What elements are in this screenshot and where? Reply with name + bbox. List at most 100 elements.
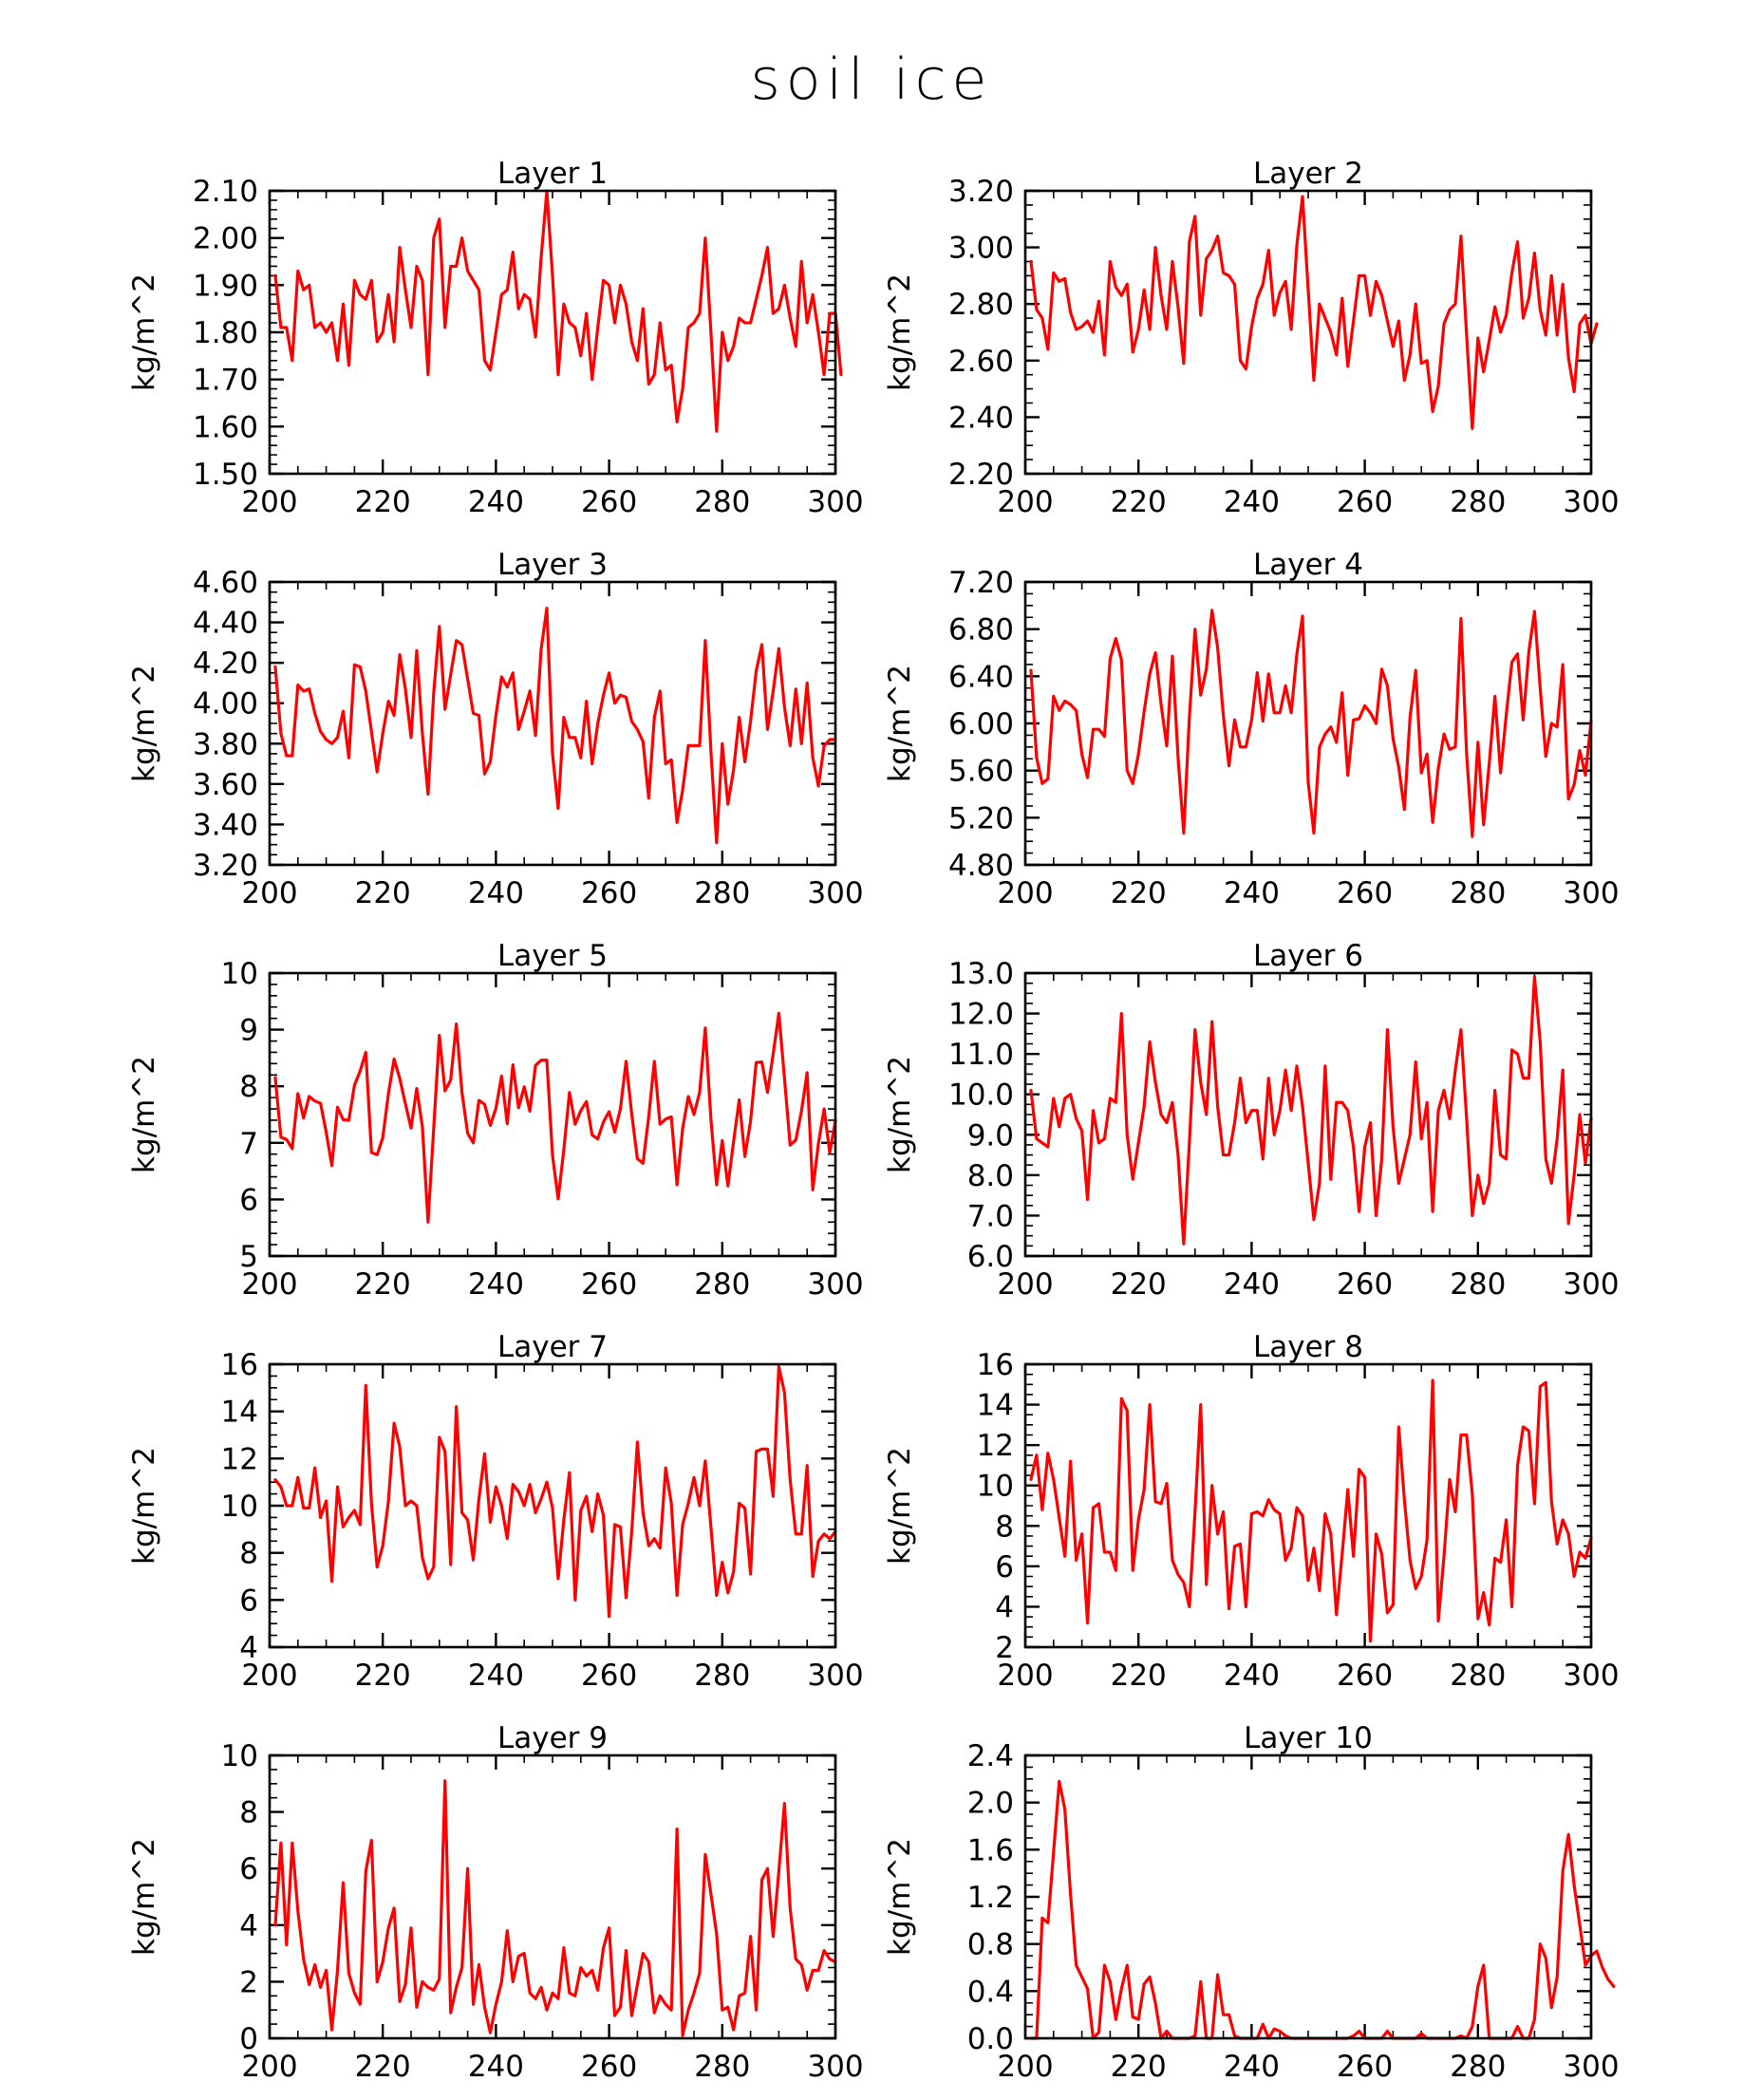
panel-1-x-tick-label: 260 <box>581 485 637 519</box>
panel-2-y-tick-label: 3.20 <box>948 175 1014 209</box>
panel-9-y-tick-label: 2 <box>239 1965 258 1999</box>
panel-3-y-tick-label: 3.20 <box>193 849 258 883</box>
panel-8-x-tick-label: 260 <box>1337 1659 1393 1693</box>
panel-9-y-axis-label: kg/m^2 <box>127 1838 161 1956</box>
panel-5-x-tick-label: 260 <box>581 1267 637 1302</box>
panel-1-y-tick-label: 1.50 <box>193 458 258 492</box>
panel-1-y-tick-label: 1.70 <box>193 364 258 398</box>
panel-4-x-tick-label: 260 <box>1337 876 1393 910</box>
panel-5-x-tick-label: 280 <box>694 1267 750 1302</box>
panel-layer-1: Layer 1 kg/m^2 200 220 240 260 280 300 1.50 1.60 1… <box>127 157 864 519</box>
panel-6-minor-ticks <box>1024 972 1592 1257</box>
panel-4-y-tick-label: 5.20 <box>948 801 1014 835</box>
panel-2-x-tick-label: 300 <box>1563 485 1619 519</box>
panel-8-x-tick-label: 220 <box>1111 1659 1167 1693</box>
panel-1-x-tick-label: 200 <box>241 485 297 519</box>
panel-layer-7: Layer 7 kg/m^2 200 220 240 260 280 300 4 6 8 10 12 14… <box>127 1330 864 1693</box>
panel-9-y-tick-label: 4 <box>239 1909 258 1943</box>
panel-3-x-tick-label: 200 <box>241 876 297 910</box>
panel-9-y-tick-label: 10 <box>221 1739 258 1773</box>
panel-7-y-tick-label: 4 <box>239 1631 258 1665</box>
panel-4-y-tick-label: 6.40 <box>948 660 1014 694</box>
panel-7-y-axis-label: kg/m^2 <box>127 1447 161 1565</box>
panel-2-y-tick-label: 2.40 <box>948 401 1014 435</box>
panel-3-y-tick-label: 3.80 <box>193 727 258 761</box>
panel-9-y-tick-label: 8 <box>239 1796 258 1830</box>
panel-2-y-tick-label: 3.00 <box>948 232 1014 266</box>
panel-1-y-axis-label: kg/m^2 <box>127 273 161 391</box>
panel-4-y-tick-label: 7.20 <box>948 566 1014 600</box>
panel-3-x-tick-label: 300 <box>807 876 863 910</box>
panel-8-y-tick-label: 2 <box>995 1631 1014 1665</box>
panel-9-x-tick-label: 200 <box>241 2050 297 2084</box>
panel-6-x-tick-label: 280 <box>1450 1267 1506 1302</box>
panel-9-title: Layer 9 <box>497 1721 608 1755</box>
panel-10-title: Layer 10 <box>1244 1721 1373 1755</box>
panel-layer-10: Layer 10 kg/m^2 200 220 240 260 280 300 0.0 0.4 0.… <box>883 1721 1620 2084</box>
panel-6-y-tick-label: 11.0 <box>948 1038 1014 1072</box>
panel-3-x-tick-label: 280 <box>694 876 750 910</box>
panel-7-x-tick-label: 200 <box>241 1659 297 1693</box>
panel-2-minor-ticks <box>1024 190 1592 475</box>
panel-2-y-tick-label: 2.20 <box>948 458 1014 492</box>
panel-7-y-tick-label: 16 <box>221 1348 258 1382</box>
panel-7-series-line <box>273 1364 837 1619</box>
panel-10-x-tick-label: 300 <box>1563 2050 1619 2084</box>
panel-10-x-tick-label: 200 <box>997 2050 1053 2084</box>
panel-4-y-tick-label: 4.80 <box>948 849 1014 883</box>
panel-4-y-axis-label: kg/m^2 <box>883 665 917 782</box>
panel-7-y-tick-label: 6 <box>239 1584 258 1618</box>
panel-2-y-tick-label: 2.60 <box>948 345 1014 379</box>
figure-title: soil ice <box>751 47 993 113</box>
panel-5-y-tick-label: 8 <box>239 1070 258 1104</box>
panel-1-y-tick-label: 2.00 <box>193 222 258 256</box>
panel-1-y-tick-label: 1.90 <box>193 269 258 303</box>
panel-8-title: Layer 8 <box>1253 1330 1363 1364</box>
panel-layer-5: Layer 5 kg/m^2 200 220 240 260 280 300 5 6 7 8 9 10 <box>127 939 864 1302</box>
panel-2-x-tick-label: 240 <box>1224 485 1280 519</box>
panel-7-title: Layer 7 <box>497 1330 608 1364</box>
panel-9-x-tick-label: 260 <box>581 2050 637 2084</box>
panel-8-y-tick-label: 12 <box>977 1429 1014 1463</box>
panel-2-x-tick-label: 200 <box>997 485 1053 519</box>
panel-7-y-tick-label: 12 <box>221 1442 258 1476</box>
panel-1-y-tick-label: 2.10 <box>193 175 258 209</box>
panel-10-x-tick-label: 220 <box>1111 2050 1167 2084</box>
panel-3-y-tick-label: 4.00 <box>193 687 258 722</box>
panel-10-y-axis-label: kg/m^2 <box>883 1838 917 1956</box>
panel-5-y-tick-label: 10 <box>221 957 258 991</box>
panel-6-x-tick-label: 240 <box>1224 1267 1280 1302</box>
panel-1-x-tick-label: 220 <box>355 485 411 519</box>
panel-6-plot-frame <box>1023 971 1593 1258</box>
panel-1-x-tick-label: 280 <box>694 485 750 519</box>
panel-6-x-tick-label: 260 <box>1337 1267 1393 1302</box>
panel-8-y-tick-label: 16 <box>977 1348 1014 1382</box>
panel-4-x-tick-label: 280 <box>1450 876 1506 910</box>
panel-3-y-tick-label: 3.40 <box>193 808 258 842</box>
panel-5-x-tick-label: 300 <box>807 1267 863 1302</box>
panel-9-y-tick-label: 0 <box>239 2022 258 2056</box>
panel-6-title: Layer 6 <box>1253 939 1363 973</box>
panel-1-x-tick-label: 300 <box>807 485 863 519</box>
panel-8-y-tick-label: 4 <box>995 1590 1014 1624</box>
panel-2-x-tick-label: 280 <box>1450 485 1506 519</box>
panel-3-y-tick-label: 3.60 <box>193 768 258 802</box>
panel-2-y-tick-label: 2.80 <box>948 288 1014 322</box>
panel-3-x-tick-label: 260 <box>581 876 637 910</box>
panel-5-y-tick-label: 7 <box>239 1127 258 1161</box>
panel-5-x-tick-label: 220 <box>355 1267 411 1302</box>
panel-4-series-line <box>1029 609 1593 838</box>
panel-10-x-tick-label: 240 <box>1224 2050 1280 2084</box>
panel-7-x-tick-label: 280 <box>694 1659 750 1693</box>
panel-2-series-line <box>1029 195 1599 430</box>
panel-6-y-tick-label: 7.0 <box>967 1199 1014 1233</box>
panel-1-y-tick-label: 1.60 <box>193 410 258 444</box>
panel-3-x-tick-label: 220 <box>355 876 411 910</box>
panel-4-y-tick-label: 6.00 <box>948 707 1014 741</box>
panel-layer-4: Layer 4 kg/m^2 200 220 240 260 280 300 4.80 5.20 5… <box>883 548 1620 910</box>
panel-9-y-tick-label: 6 <box>239 1852 258 1886</box>
panel-10-series-line <box>1029 1779 1616 2040</box>
panel-8-series-line <box>1029 1378 1593 1643</box>
